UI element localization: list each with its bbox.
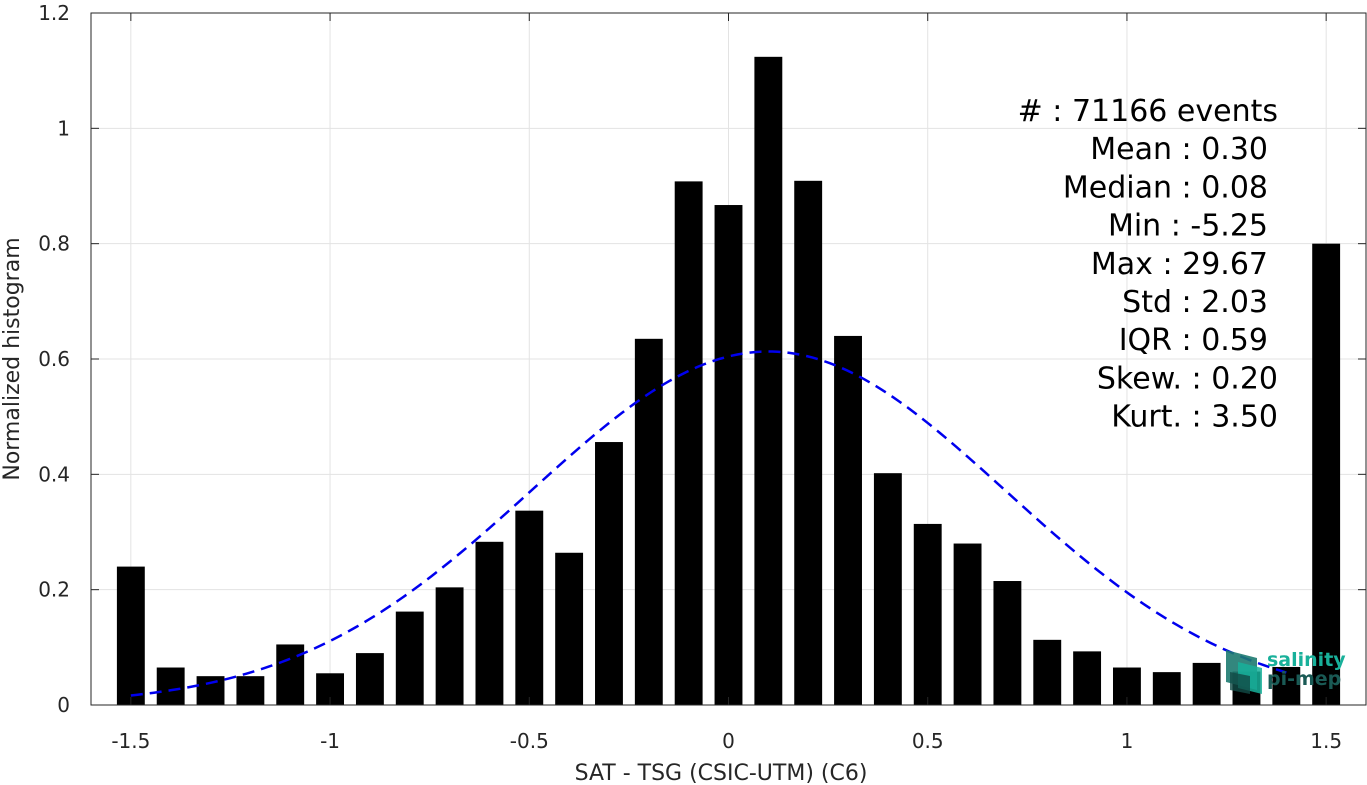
y-axis-label: Normalized histogram bbox=[0, 237, 25, 480]
y-tick-label: 1 bbox=[57, 116, 70, 140]
x-tick-labels: -1.5 -1 -0.5 0 0.5 1 1.5 bbox=[111, 729, 1342, 753]
y-tick-label: 0.6 bbox=[38, 347, 70, 371]
histogram-bar bbox=[435, 587, 464, 705]
histogram-bar bbox=[1152, 672, 1181, 705]
y-tick-label: 0.4 bbox=[38, 462, 70, 486]
histogram-bar bbox=[156, 667, 185, 705]
x-tick-label: -1.5 bbox=[111, 729, 150, 753]
histogram-bar bbox=[1312, 243, 1341, 705]
histogram-bar bbox=[1272, 666, 1301, 705]
y-tick-labels: 0 0.2 0.4 0.6 0.8 1 1.2 bbox=[38, 1, 70, 717]
stats-line: Kurt. : 3.50 bbox=[1111, 400, 1278, 435]
x-tick-label: -1 bbox=[320, 729, 340, 753]
stats-line: Max : 29.67 bbox=[1091, 247, 1268, 282]
histogram-bar bbox=[475, 541, 504, 705]
histogram-bar bbox=[634, 338, 663, 705]
histogram-bar bbox=[953, 543, 982, 705]
histogram-bar bbox=[873, 473, 902, 705]
histogram-bar bbox=[196, 676, 225, 705]
x-tick-label: 0 bbox=[722, 729, 735, 753]
y-tick-label: 0.8 bbox=[38, 232, 70, 256]
histogram-bar bbox=[794, 180, 823, 705]
histogram-bar bbox=[714, 205, 743, 705]
histogram-bar bbox=[555, 552, 584, 705]
stats-line: Std : 2.03 bbox=[1122, 285, 1268, 320]
histogram-bar bbox=[754, 56, 783, 706]
histogram-bar bbox=[1192, 662, 1221, 705]
y-tick-label: 1.2 bbox=[38, 1, 70, 25]
stats-line: IQR : 0.59 bbox=[1119, 323, 1268, 358]
x-tick-label: -0.5 bbox=[510, 729, 549, 753]
logo-text-pimep: pi-mep bbox=[1267, 668, 1341, 690]
histogram-bar bbox=[1033, 639, 1062, 705]
histogram-bar bbox=[1073, 651, 1102, 705]
stats-line: Skew. : 0.20 bbox=[1097, 361, 1278, 396]
axis-ticks bbox=[91, 12, 1366, 706]
histogram-bar bbox=[913, 523, 942, 705]
x-tick-label: 1.5 bbox=[1310, 729, 1342, 753]
histogram-bar bbox=[834, 335, 862, 705]
histogram-bar bbox=[595, 442, 623, 705]
stats-line: Mean : 0.30 bbox=[1090, 132, 1268, 167]
histogram-bars bbox=[116, 56, 1341, 706]
x-tick-label: 1 bbox=[1121, 729, 1134, 753]
histogram-bar bbox=[355, 653, 384, 705]
histogram-bar bbox=[993, 581, 1022, 705]
histogram-bar bbox=[116, 566, 145, 705]
histogram-bar bbox=[674, 181, 703, 706]
salinity-pimep-logo: salinity pi-mep bbox=[1226, 649, 1346, 694]
y-tick-label: 0 bbox=[57, 693, 70, 717]
histogram-bar bbox=[236, 676, 265, 705]
x-axis-label: SAT - TSG (CSIC-UTM) (C6) bbox=[575, 761, 868, 785]
logo-text-salinity: salinity bbox=[1267, 649, 1346, 671]
gaussian-fit-curve bbox=[130, 350, 1287, 697]
y-tick-label: 0.2 bbox=[38, 578, 70, 602]
histogram-bar bbox=[515, 510, 544, 705]
histogram-bar bbox=[395, 611, 424, 705]
stats-line: Min : -5.25 bbox=[1108, 209, 1268, 244]
stats-line: Median : 0.08 bbox=[1063, 170, 1268, 205]
x-tick-label: 0.5 bbox=[912, 729, 944, 753]
stats-line: # : 71166 events bbox=[1018, 94, 1278, 129]
